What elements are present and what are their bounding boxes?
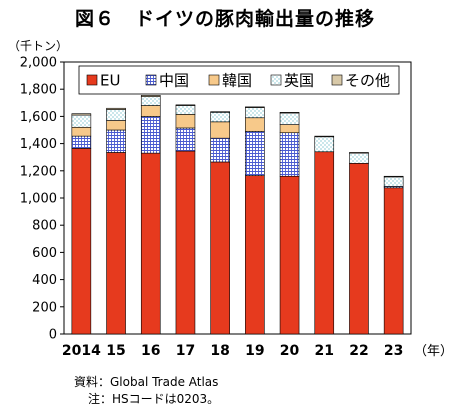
bar-segment-other <box>140 95 161 97</box>
legend-swatch-other <box>331 74 343 86</box>
legend: EU 中国 韓国 英国 その他 <box>78 65 400 95</box>
bar-segment-EU <box>279 175 300 335</box>
bar-segment-other <box>245 106 265 108</box>
hs-code-note: 注：HSコードは0203。 <box>88 392 220 406</box>
y-tick-label: 1,200 <box>20 164 57 179</box>
bar-segment-uk <box>210 112 230 123</box>
y-tick-label: 1,600 <box>20 110 57 125</box>
bar-segment-uk <box>175 105 196 115</box>
x-tick-label: 16 <box>141 343 160 359</box>
bar-segment-other <box>383 175 404 178</box>
axes-group: 0 200 400 600 800 1,000 1,200 1,400 1,600 1,800 2,… <box>20 56 404 360</box>
x-tick-label: 20 <box>280 343 300 359</box>
chart-title: 図６ ドイツの豚肉輸出量の推移 <box>74 8 375 30</box>
bar-segment-korea <box>245 117 265 132</box>
x-tick-label: 23 <box>384 343 403 359</box>
bar-segment-other <box>349 152 369 154</box>
x-tick-label: 22 <box>349 343 368 359</box>
bar-segment-uk <box>383 176 404 187</box>
bar-segment-EU <box>349 163 369 335</box>
bar-segment-korea <box>175 114 196 129</box>
bar-segment-china <box>106 129 126 153</box>
bar-segment-EU <box>383 187 404 335</box>
notes: 資料：Global Trade Atlas 注：HSコードは0203。 <box>74 374 219 408</box>
x-tick-label: 17 <box>176 343 195 359</box>
bar-segment-EU <box>245 175 265 335</box>
x-tick-label: 2014 <box>62 343 101 359</box>
legend-label-other: その他 <box>345 72 390 90</box>
y-tick-label: 1,800 <box>20 83 57 98</box>
x-tick-label: 15 <box>106 343 125 359</box>
bar-segment-other <box>210 111 230 113</box>
bar-segment-china <box>245 131 265 176</box>
y-axis-unit: （千トン） <box>8 39 69 53</box>
bar-segment-uk <box>140 96 161 106</box>
x-tick-label: 19 <box>245 343 264 359</box>
bar-segment-EU <box>314 151 335 335</box>
y-tick-label: 200 <box>32 300 57 315</box>
y-tick-label: 1,000 <box>20 192 57 207</box>
bar-segment-china <box>279 132 300 177</box>
bar-segment-uk <box>71 114 92 128</box>
bar-segment-korea <box>210 121 230 139</box>
bar-segment-EU <box>71 148 92 335</box>
bar-segment-china <box>175 127 196 152</box>
bar-segment-uk <box>245 107 265 119</box>
source-note: 資料：Global Trade Atlas <box>74 375 219 389</box>
bar-segment-EU <box>140 152 161 335</box>
legend-swatch-EU <box>86 74 98 86</box>
bar-segment-korea <box>106 120 126 131</box>
bar-segment-uk <box>279 112 300 125</box>
y-tick-label: 800 <box>32 219 57 234</box>
bar-segment-other <box>106 107 126 110</box>
legend-frame <box>78 65 400 95</box>
bar-segment-uk <box>106 109 126 121</box>
bar-segment-uk <box>314 136 335 153</box>
bar-segment-other <box>175 104 196 106</box>
bar-segment-EU <box>175 150 196 335</box>
y-tick-label: 1,400 <box>20 137 57 152</box>
x-tick-label: 21 <box>315 343 334 359</box>
y-tick-label: 400 <box>32 273 57 288</box>
y-tick-label: 0 <box>49 328 57 343</box>
stacked-bar-chart: 0 200 400 600 800 1,000 1,200 1,400 1,600 1,800 2,… <box>20 56 450 360</box>
x-axis-unit: （年） <box>414 344 450 359</box>
bar-segment-other <box>279 112 300 114</box>
bar-segment-china <box>210 137 230 163</box>
legend-label-uk: 英国 <box>284 72 314 90</box>
y-tick-label: 600 <box>32 246 57 261</box>
bar-segment-other <box>71 113 92 116</box>
bar-segment-korea <box>71 126 92 137</box>
bar-segment-uk <box>349 152 369 164</box>
bar-segment-other <box>314 135 335 138</box>
bar-segment-korea <box>140 105 161 117</box>
bar-segment-china <box>71 135 92 149</box>
x-tick-label: 18 <box>210 343 229 359</box>
bar-segment-korea <box>279 124 300 134</box>
bar-segment-EU <box>210 161 230 335</box>
legend-label-china: 中国 <box>159 72 189 90</box>
legend-swatch-uk <box>270 74 282 86</box>
bar-segment-EU <box>106 152 126 335</box>
bars-group <box>71 95 404 335</box>
legend-label-korea: 韓国 <box>222 72 252 90</box>
legend-swatch-korea <box>208 74 220 86</box>
y-tick-label: 2,000 <box>20 56 57 71</box>
legend-label-EU: EU <box>100 72 120 90</box>
legend-swatch-china <box>145 74 157 86</box>
bar-segment-china <box>140 116 161 154</box>
